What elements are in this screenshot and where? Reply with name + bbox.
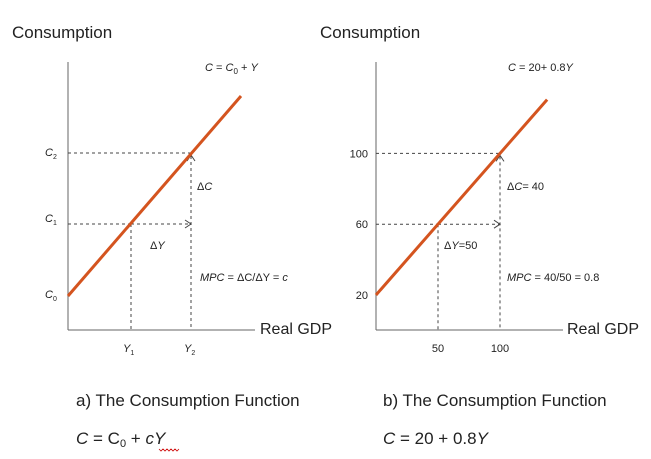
panel-b-y-ticks: 100 60 20: [350, 148, 368, 302]
panel-a-x-axis-label: Real GDP: [260, 321, 332, 338]
panel-a-delta-c-label: ΔC: [197, 181, 212, 193]
panel-b-consumption-line: [374, 98, 549, 296]
panel-a-line-label: C = C0 + Y: [205, 62, 258, 76]
panel-a-consumption-line: [66, 95, 243, 297]
panel-a-spellcheck-underline: [158, 448, 180, 452]
panel-a-y-axis-label: Consumption: [12, 23, 112, 42]
panel-b-delta-c-label: ΔC= 40: [507, 181, 544, 193]
panel-a-equation: C = C0 + cY: [76, 429, 167, 450]
panel-b-caption: b) The Consumption Function: [383, 391, 607, 410]
panel-b-x-tick-50: 50: [432, 343, 444, 355]
panel-b: Consumption 100 60 20 50 100 C = 20+ 0.8Y Δ…: [320, 23, 639, 448]
panel-b-line-label: C = 20+ 0.8Y: [508, 62, 574, 74]
panel-b-x-tick-100: 100: [491, 343, 509, 355]
panel-a-x-tick-y2: Y2: [184, 343, 195, 357]
panel-a-mpc-label: MPC = ΔC/ΔY = c: [200, 272, 288, 284]
panel-b-lines: [374, 98, 549, 296]
panel-b-guides: [376, 152, 505, 330]
panel-a-y-tick-c0: C0: [45, 289, 57, 303]
panel-b-delta-y-label: ΔY=50: [444, 240, 477, 252]
panel-a: Consumption C = C0 + Y C2 C1 C0 Y1 Y2 ΔC…: [12, 23, 332, 452]
panel-b-x-ticks: 50 100: [432, 343, 509, 355]
panel-b-x-axis-label: Real GDP: [567, 321, 639, 338]
panel-b-equation: C = 20 + 0.8Y: [383, 429, 490, 448]
panel-a-delta-y-label: ΔY: [150, 240, 165, 252]
panel-a-y-tick-c1: C1: [45, 213, 57, 227]
panel-a-x-tick-y1: Y1: [123, 343, 134, 357]
panel-b-y-axis-label: Consumption: [320, 23, 420, 42]
panel-b-mpc-label: MPC = 40/50 = 0.8: [507, 272, 599, 284]
panel-b-y-tick-60: 60: [356, 219, 368, 231]
panel-b-y-tick-100: 100: [350, 148, 368, 160]
panel-b-y-tick-20: 20: [356, 290, 368, 302]
panel-a-caption: a) The Consumption Function: [76, 391, 300, 410]
panel-a-y-tick-c2: C2: [45, 147, 57, 161]
